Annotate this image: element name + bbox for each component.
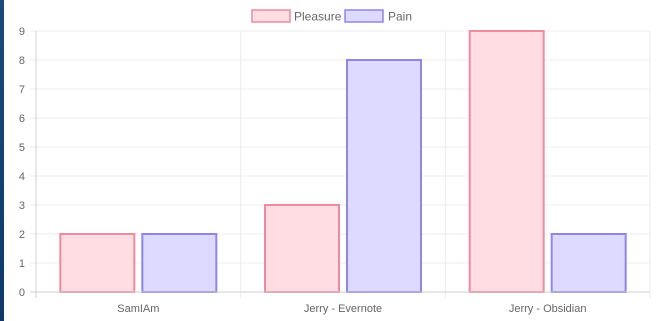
x-tick-label: SamIAm: [117, 303, 159, 315]
legend-swatch: [251, 9, 291, 23]
legend-swatch: [344, 9, 384, 23]
y-tick-label: 7: [19, 84, 25, 96]
y-tick-label: 9: [19, 26, 25, 38]
bar-pain-0[interactable]: [141, 233, 218, 293]
legend-label: Pleasure: [294, 10, 342, 24]
chart-grid: [30, 30, 651, 298]
y-axis-ticks: 0 1 2 3 4 5 6 7 8 9: [19, 26, 25, 299]
legend-item-pleasure[interactable]: Pleasure: [251, 9, 342, 24]
y-tick-label: 3: [19, 200, 25, 212]
y-tick-label: 6: [19, 113, 25, 125]
chart-bars: [59, 30, 627, 293]
x-tick-label: Jerry - Obsidian: [509, 303, 587, 315]
legend-label: Pain: [388, 10, 412, 24]
y-tick-label: 1: [19, 258, 25, 270]
bar-pleasure-1[interactable]: [264, 204, 340, 293]
x-tick-label: Jerry - Evernote: [304, 303, 382, 315]
bar-pain-2[interactable]: [550, 233, 627, 293]
left-edge-strip: [0, 0, 4, 321]
legend-item-pain[interactable]: Pain: [344, 9, 412, 24]
y-tick-label: 2: [19, 229, 25, 241]
x-axis-ticks: SamIAm Jerry - Evernote Jerry - Obsidian: [117, 303, 586, 315]
bar-pleasure-2[interactable]: [468, 30, 545, 293]
bar-pain-1[interactable]: [346, 59, 422, 293]
y-tick-label: 8: [19, 55, 25, 67]
y-tick-label: 0: [19, 287, 25, 299]
chart-legend[interactable]: Pleasure Pain: [251, 9, 412, 24]
y-tick-label: 5: [19, 142, 25, 154]
bar-pleasure-0[interactable]: [59, 233, 136, 293]
y-tick-label: 4: [19, 171, 25, 183]
